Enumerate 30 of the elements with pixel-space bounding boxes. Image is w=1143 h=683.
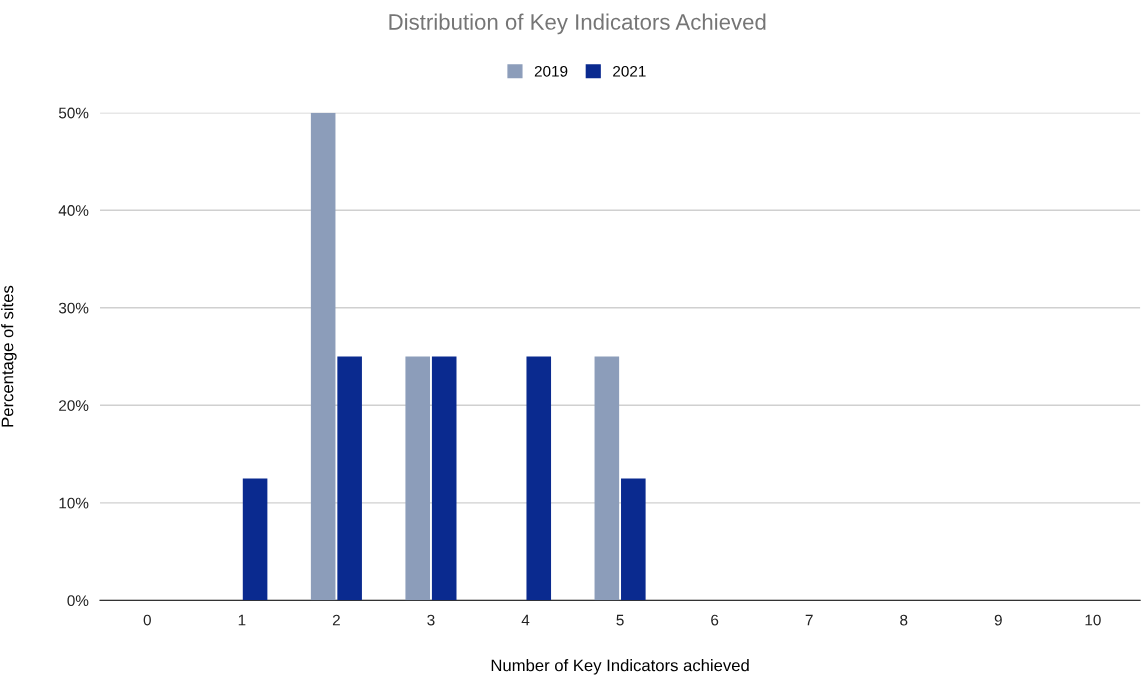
x-tick-label: 10	[1085, 614, 1101, 626]
chart-title: Distribution of Key Indicators Achieved	[389, 13, 766, 35]
bar	[310, 112, 336, 601]
x-tick-label: 0	[143, 614, 151, 626]
y-tick-label: 10%	[59, 497, 89, 509]
bar	[594, 356, 620, 601]
x-tick-label: 5	[616, 614, 624, 626]
x-tick-label: 1	[238, 614, 246, 626]
bar	[242, 478, 268, 601]
x-tick-label: 6	[711, 614, 719, 626]
x-tick-label: 8	[900, 614, 908, 626]
y-axis-title: Percentage of sites	[1, 285, 17, 427]
x-tick-label: 3	[427, 614, 435, 626]
legend-label: 2019	[534, 65, 568, 77]
bar	[337, 356, 362, 601]
y-tick-label: 50%	[58, 107, 89, 119]
bar	[526, 356, 552, 601]
y-tick-label: 0%	[67, 595, 89, 607]
y-tick-label: 20%	[59, 400, 89, 411]
x-axis-title: Number of Key Indicators achieved	[491, 659, 749, 675]
bar	[405, 356, 431, 601]
x-tick-label: 7	[805, 614, 813, 626]
x-tick-label: 4	[521, 614, 530, 626]
bar	[621, 478, 646, 601]
x-tick-label: 2	[332, 614, 340, 626]
y-tick-label: 30%	[58, 302, 89, 314]
bar	[431, 356, 457, 601]
y-tick-label: 40%	[58, 205, 89, 216]
legend-label: 2021	[613, 65, 646, 77]
x-tick-label: 9	[994, 614, 1002, 626]
